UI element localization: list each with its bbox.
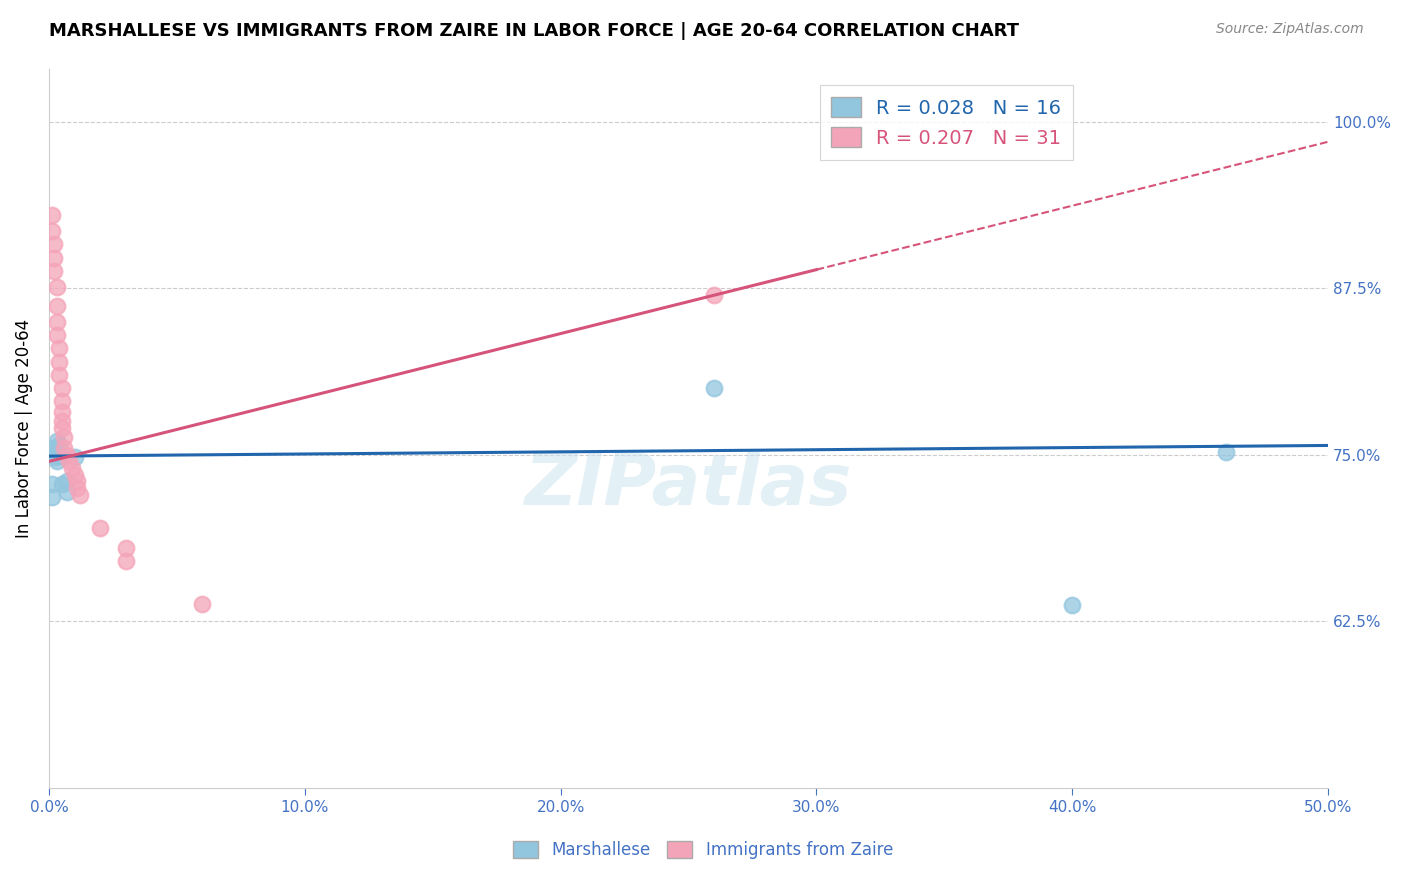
Point bbox=[41, 224, 63, 238]
Point bbox=[42, 237, 65, 252]
Point bbox=[56, 448, 79, 462]
Text: ZIPatlas: ZIPatlas bbox=[524, 451, 852, 520]
Point bbox=[42, 441, 65, 455]
Point bbox=[1062, 599, 1084, 613]
Point bbox=[45, 327, 67, 342]
Point bbox=[53, 441, 76, 455]
Point bbox=[89, 521, 111, 535]
Text: MARSHALLESE VS IMMIGRANTS FROM ZAIRE IN LABOR FORCE | AGE 20-64 CORRELATION CHAR: MARSHALLESE VS IMMIGRANTS FROM ZAIRE IN … bbox=[49, 22, 1019, 40]
Point bbox=[41, 491, 63, 505]
Legend: Marshallese, Immigrants from Zaire: Marshallese, Immigrants from Zaire bbox=[506, 834, 900, 866]
Point bbox=[45, 299, 67, 313]
Point bbox=[45, 454, 67, 468]
Point bbox=[42, 264, 65, 278]
Point bbox=[56, 475, 79, 489]
Point bbox=[1215, 445, 1237, 459]
Y-axis label: In Labor Force | Age 20-64: In Labor Force | Age 20-64 bbox=[15, 318, 32, 538]
Point bbox=[66, 481, 89, 495]
Point bbox=[41, 477, 63, 491]
Point bbox=[703, 381, 725, 395]
Point bbox=[51, 415, 73, 429]
Point bbox=[51, 394, 73, 409]
Point bbox=[41, 208, 63, 222]
Point bbox=[45, 434, 67, 449]
Point bbox=[56, 485, 79, 500]
Point bbox=[114, 554, 136, 568]
Point bbox=[51, 421, 73, 435]
Point bbox=[51, 477, 73, 491]
Point bbox=[60, 461, 83, 475]
Point bbox=[51, 381, 73, 395]
Legend: R = 0.028   N = 16, R = 0.207   N = 31: R = 0.028 N = 16, R = 0.207 N = 31 bbox=[820, 86, 1073, 160]
Point bbox=[45, 280, 67, 294]
Point bbox=[48, 341, 70, 355]
Point bbox=[66, 475, 89, 489]
Point bbox=[42, 450, 65, 465]
Point bbox=[53, 430, 76, 444]
Point bbox=[58, 454, 80, 468]
Point bbox=[48, 438, 70, 452]
Point bbox=[63, 467, 86, 482]
Point bbox=[51, 405, 73, 419]
Point bbox=[48, 354, 70, 368]
Point bbox=[69, 488, 91, 502]
Point bbox=[48, 449, 70, 463]
Point bbox=[703, 288, 725, 302]
Point bbox=[42, 251, 65, 265]
Point bbox=[114, 541, 136, 555]
Point bbox=[45, 445, 67, 459]
Text: Source: ZipAtlas.com: Source: ZipAtlas.com bbox=[1216, 22, 1364, 37]
Point bbox=[45, 315, 67, 329]
Point bbox=[48, 368, 70, 382]
Point bbox=[63, 450, 86, 465]
Point bbox=[191, 597, 214, 611]
